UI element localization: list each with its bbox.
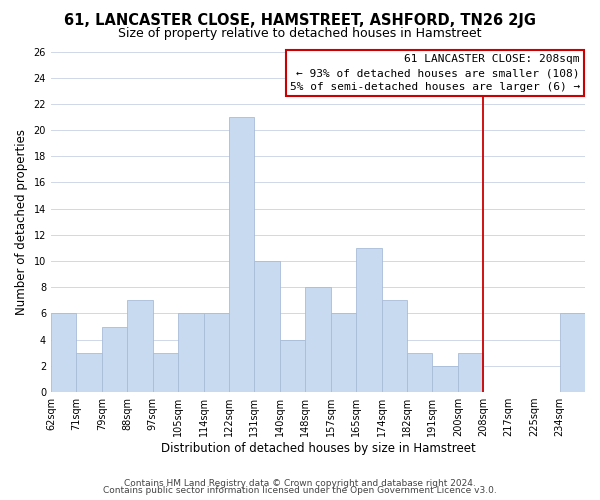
Bar (305, 288, 331, 392)
Bar (178, 314, 203, 392)
Bar (458, 353, 483, 392)
Bar (560, 314, 585, 392)
Text: Size of property relative to detached houses in Hamstreet: Size of property relative to detached ho… (118, 28, 482, 40)
Bar (76, 353, 102, 392)
Y-axis label: Number of detached properties: Number of detached properties (15, 129, 28, 315)
Bar (203, 314, 229, 392)
Bar (229, 117, 254, 392)
Bar (152, 353, 178, 392)
Bar (433, 366, 458, 392)
Bar (407, 353, 433, 392)
Text: 61, LANCASTER CLOSE, HAMSTREET, ASHFORD, TN26 2JG: 61, LANCASTER CLOSE, HAMSTREET, ASHFORD,… (64, 12, 536, 28)
Bar (356, 248, 382, 392)
X-axis label: Distribution of detached houses by size in Hamstreet: Distribution of detached houses by size … (161, 442, 475, 455)
Text: Contains public sector information licensed under the Open Government Licence v3: Contains public sector information licen… (103, 486, 497, 495)
Bar (102, 326, 127, 392)
Text: 61 LANCASTER CLOSE: 208sqm
← 93% of detached houses are smaller (108)
5% of semi: 61 LANCASTER CLOSE: 208sqm ← 93% of deta… (290, 54, 580, 92)
Bar (254, 261, 280, 392)
Text: Contains HM Land Registry data © Crown copyright and database right 2024.: Contains HM Land Registry data © Crown c… (124, 478, 476, 488)
Bar (280, 340, 305, 392)
Bar (127, 300, 152, 392)
Bar (382, 300, 407, 392)
Bar (331, 314, 356, 392)
Bar (51, 314, 76, 392)
